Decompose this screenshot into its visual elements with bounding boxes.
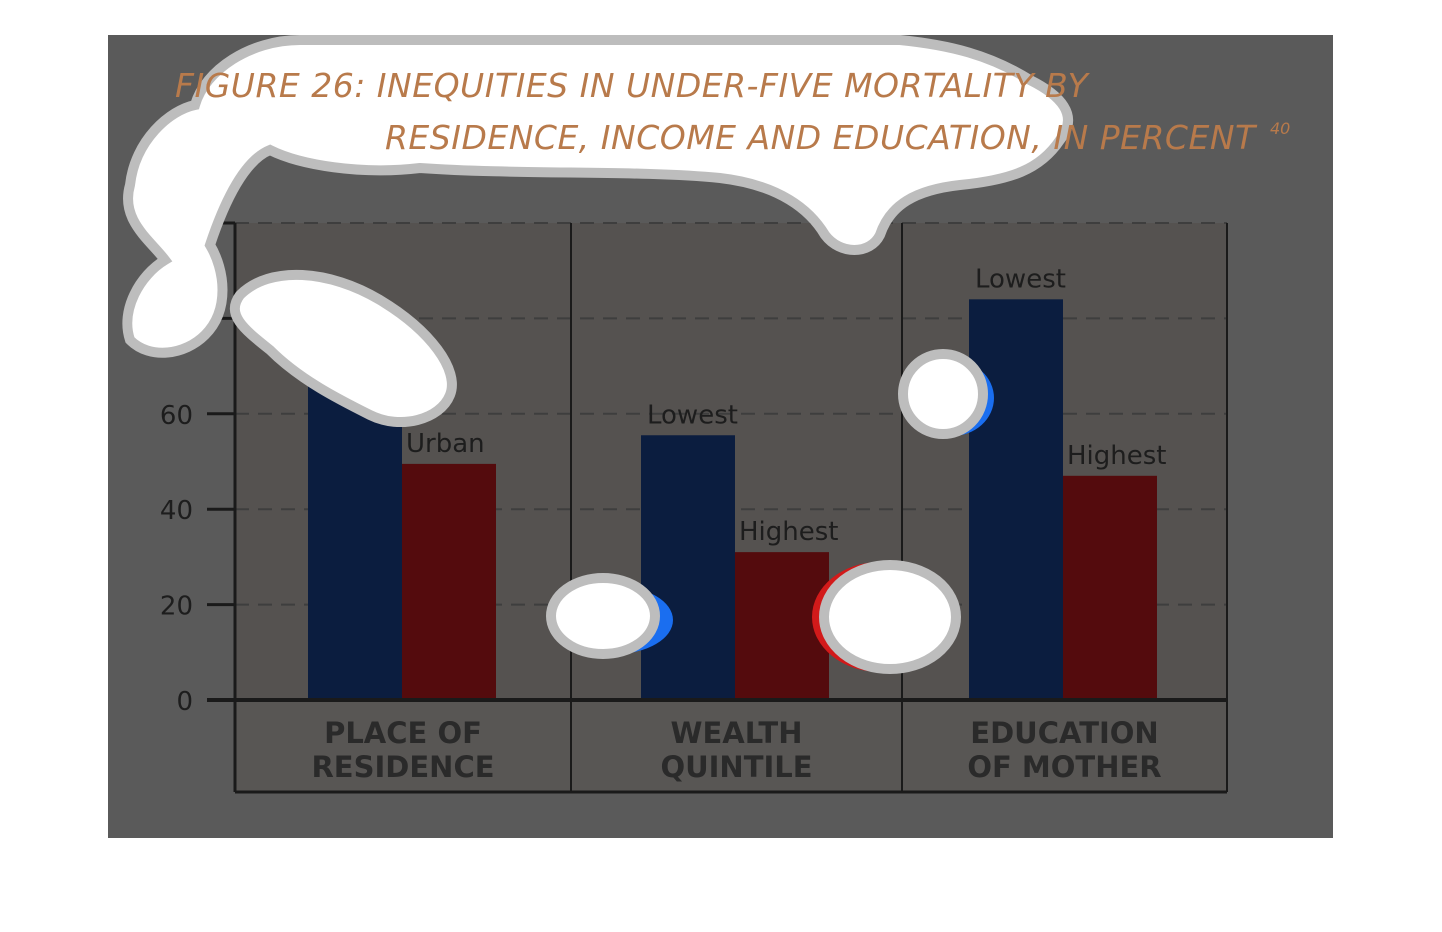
bar-2-1: [1063, 475, 1157, 700]
bar-label-2-1: Highest: [1067, 441, 1167, 471]
category-label-2-line-0: EDUCATION: [970, 716, 1158, 750]
figure-title-line-2: RESIDENCE, INCOME AND EDUCATION, IN PERC…: [385, 118, 1258, 157]
blob-wealth-left: [546, 573, 660, 659]
bar-label-1-0: Lowest: [647, 400, 738, 430]
category-label-1-line-0: WEALTH: [671, 716, 803, 750]
bar-0-1: [402, 463, 496, 700]
bar-2-0: [969, 299, 1063, 700]
category-label-0-line-0: PLACE OF: [324, 716, 482, 750]
bar-label-2-0: Lowest: [975, 264, 1066, 294]
y-tick-label-40: 40: [160, 496, 193, 526]
category-label-1-line-1: QUINTILE: [660, 750, 812, 784]
y-tick-label-20: 20: [160, 592, 193, 622]
rural-label-blob: [229, 269, 457, 427]
category-label-2-line-1: OF MOTHER: [967, 750, 1161, 784]
bar-label-0-1: Urban: [406, 429, 485, 459]
bar-label-1-1: Highest: [739, 517, 839, 547]
bar-0-0: [308, 385, 402, 700]
category-band: [235, 700, 1227, 792]
category-label-0-line-1: RESIDENCE: [311, 750, 494, 784]
figure-title-line-1: FIGURE 26: INEQUITIES IN UNDER-FIVE MORT…: [175, 66, 1091, 105]
blob-education: [898, 349, 988, 439]
blob-wealth-right: [819, 560, 961, 674]
white-blob-overlays: [122, 35, 1073, 674]
title-blob: [122, 35, 1073, 358]
y-tick-label-60: 60: [160, 401, 193, 431]
y-tick-label-0: 0: [176, 687, 193, 717]
figure-title-superscript: 40: [1270, 119, 1290, 138]
bar-1-0: [641, 435, 735, 700]
bars: [308, 299, 1157, 700]
